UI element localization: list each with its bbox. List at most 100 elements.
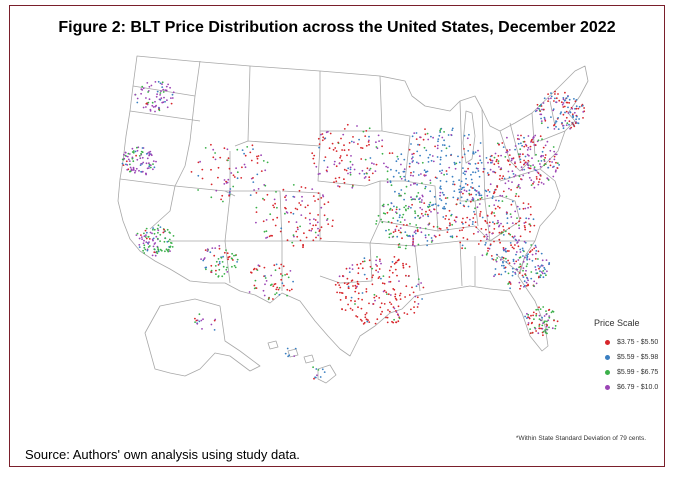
price-dot: [416, 195, 418, 198]
price-dot: [391, 320, 393, 323]
price-dot: [390, 168, 392, 171]
price-dot: [561, 121, 563, 124]
price-dot: [375, 163, 378, 166]
price-dot: [497, 205, 499, 208]
price-dot: [523, 280, 526, 283]
price-dot: [417, 243, 420, 246]
price-dot: [463, 186, 465, 189]
price-dot: [403, 168, 406, 171]
price-dot: [250, 271, 252, 274]
price-dot: [399, 227, 402, 230]
price-dot: [415, 132, 418, 134]
price-dot: [272, 204, 274, 207]
price-dot: [504, 156, 507, 158]
price-dot: [262, 197, 264, 200]
price-dot: [540, 274, 542, 277]
price-dot: [368, 135, 370, 138]
price-dot: [362, 130, 365, 133]
price-dot: [140, 170, 142, 173]
price-dot: [406, 224, 408, 226]
price-dot: [519, 235, 522, 238]
price-dot: [381, 139, 384, 142]
price-dot: [151, 104, 154, 107]
price-dot: [414, 182, 417, 185]
price-dot: [478, 175, 481, 178]
price-dot: [282, 265, 285, 268]
price-dot: [222, 200, 224, 203]
price-dot: [329, 132, 332, 135]
price-dot: [517, 195, 520, 198]
price-dot: [441, 191, 444, 194]
price-dot: [496, 142, 499, 145]
price-dot: [526, 153, 529, 156]
price-dot: [405, 204, 407, 207]
price-dot: [360, 146, 362, 149]
price-dot: [260, 170, 263, 172]
price-dot: [492, 170, 494, 173]
price-dot: [338, 284, 341, 286]
price-dot: [488, 205, 491, 207]
price-dot: [409, 222, 411, 225]
price-dot: [568, 120, 571, 123]
price-dot: [301, 195, 303, 198]
price-dot: [344, 309, 347, 311]
price-dot: [455, 203, 458, 206]
price-dot: [562, 102, 565, 104]
price-dot: [282, 284, 285, 287]
price-dot: [530, 244, 533, 246]
price-dot: [318, 143, 321, 145]
price-dot: [228, 191, 231, 194]
price-dot: [514, 145, 517, 147]
price-dot: [532, 141, 534, 144]
price-dot: [479, 198, 482, 200]
price-dot: [554, 93, 556, 95]
price-dot: [136, 158, 139, 161]
price-dot: [436, 226, 439, 228]
price-dot: [565, 124, 568, 126]
price-dot: [529, 145, 532, 148]
price-dot: [264, 184, 267, 187]
price-dot: [223, 183, 226, 185]
price-dot: [417, 283, 420, 286]
price-dot: [376, 256, 378, 258]
price-dot: [491, 211, 493, 214]
price-dot: [466, 184, 469, 186]
price-dot: [347, 282, 350, 285]
price-dot: [217, 264, 220, 266]
price-dot: [451, 127, 454, 130]
price-dot: [164, 89, 167, 92]
price-dot: [388, 276, 391, 278]
price-dot: [529, 167, 532, 170]
price-dot: [456, 198, 459, 201]
price-dot: [171, 246, 174, 248]
price-dot: [311, 152, 314, 155]
price-dot: [526, 317, 528, 319]
price-dot: [155, 250, 158, 253]
price-dot: [266, 193, 269, 196]
price-dot: [272, 285, 275, 287]
price-dot: [365, 318, 368, 321]
price-dot: [368, 321, 371, 323]
price-dot: [347, 303, 349, 306]
price-dot: [532, 218, 535, 221]
price-dot: [459, 241, 462, 244]
price-dot: [153, 251, 156, 254]
price-dot: [470, 178, 473, 181]
price-dot: [538, 325, 541, 327]
price-dot: [472, 152, 475, 155]
price-dot: [523, 222, 526, 224]
price-dot: [354, 303, 356, 305]
price-dot: [491, 258, 494, 260]
price-dot: [420, 282, 422, 284]
price-dot: [432, 203, 435, 206]
price-dot: [389, 180, 392, 183]
price-dot: [462, 226, 465, 229]
price-dot: [348, 142, 351, 144]
price-dot: [382, 212, 385, 215]
price-dot: [546, 324, 548, 327]
price-dot: [374, 322, 377, 325]
price-dot: [317, 234, 320, 237]
price-dot: [486, 172, 489, 174]
price-dot: [505, 195, 508, 198]
price-dot: [497, 219, 499, 222]
